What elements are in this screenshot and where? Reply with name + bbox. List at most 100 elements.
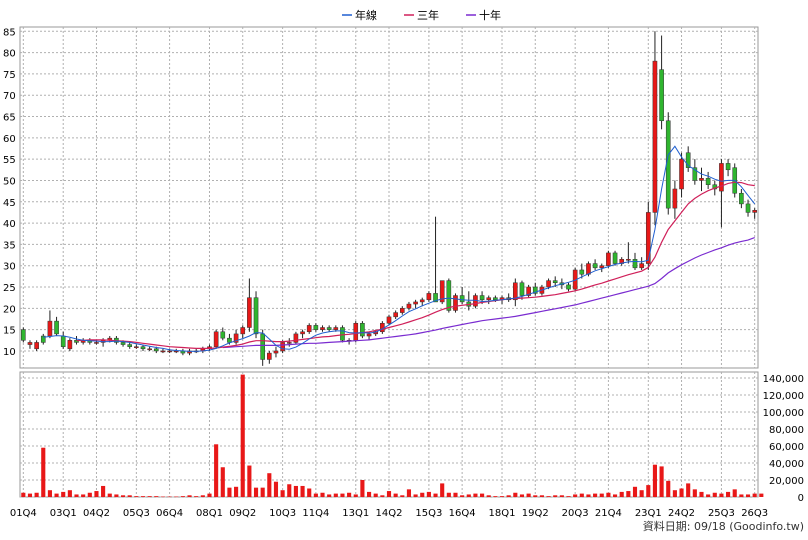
candle-body xyxy=(632,259,638,269)
candle-body xyxy=(253,297,259,335)
volume-bar xyxy=(353,494,358,497)
candle-body xyxy=(652,60,658,213)
volume-bar xyxy=(21,492,26,497)
volume-bar xyxy=(74,494,79,497)
time-tick-label: 11Q4 xyxy=(302,508,329,519)
volume-bar xyxy=(420,492,425,497)
candle-body xyxy=(579,269,585,275)
volume-bar xyxy=(214,444,219,497)
time-tick-label: 03Q1 xyxy=(50,508,77,519)
volume-bar xyxy=(134,496,139,497)
candle-body xyxy=(493,297,498,301)
volume-bar xyxy=(745,494,751,497)
volume-bar xyxy=(446,492,451,497)
time-tick-label: 06Q4 xyxy=(156,508,183,519)
candle-body xyxy=(320,327,325,330)
volume-bar xyxy=(539,495,544,497)
candle-body xyxy=(692,167,698,181)
volume-bar xyxy=(466,494,471,497)
candle-body xyxy=(406,303,412,309)
candle-body xyxy=(306,325,312,333)
volume-bar xyxy=(87,492,92,497)
volume-bar xyxy=(632,486,638,497)
candle-body xyxy=(626,259,631,261)
candle-body xyxy=(659,69,664,122)
candle-body xyxy=(127,344,133,347)
price-tick-label: 55 xyxy=(3,155,16,166)
volume-bar xyxy=(686,483,691,497)
candle-body xyxy=(240,327,246,335)
volume-tick-label: 20,000 xyxy=(769,476,804,487)
candle-body xyxy=(21,329,26,341)
price-tick-label: 20 xyxy=(3,304,16,315)
candle-body xyxy=(725,163,731,171)
candle-body xyxy=(286,342,292,344)
volume-bar xyxy=(586,494,591,497)
candle-body xyxy=(439,280,445,303)
volume-bar xyxy=(167,496,172,498)
candle-body xyxy=(267,352,272,360)
volume-bar xyxy=(639,490,644,497)
price-tick-label: 10 xyxy=(3,347,16,358)
time-tick-label: 26Q3 xyxy=(741,508,768,519)
price-tick-label: 50 xyxy=(3,176,16,187)
volume-bar xyxy=(460,495,465,497)
candle-body xyxy=(459,295,465,303)
price-tick-label: 70 xyxy=(3,91,16,102)
volume-bar xyxy=(559,495,564,497)
time-tick-label: 18Q1 xyxy=(489,508,516,519)
volume-bar xyxy=(739,494,744,497)
candle-body xyxy=(227,337,232,343)
volume-bar xyxy=(101,485,106,497)
volume-bar xyxy=(207,493,212,497)
volume-bar xyxy=(380,495,385,497)
candle-body xyxy=(526,286,531,296)
candle-body xyxy=(426,293,432,301)
price-tick-label: 45 xyxy=(3,198,16,209)
volume-bar xyxy=(293,485,298,497)
candle-body xyxy=(446,280,452,311)
volume-bar xyxy=(107,493,112,497)
candle-body xyxy=(67,340,73,350)
volume-bar xyxy=(247,465,252,497)
volume-bar xyxy=(593,493,598,497)
volume-bar xyxy=(340,493,345,497)
candle-body xyxy=(360,322,365,337)
time-gridlines xyxy=(22,27,756,497)
volume-bar xyxy=(519,494,525,497)
candle-body xyxy=(273,350,279,354)
candle-body xyxy=(366,333,372,337)
volume-bar xyxy=(706,494,711,497)
volume-bar xyxy=(61,491,66,497)
data-source-note: 資料日期: 09/18 (Goodinfo.tw) xyxy=(643,519,804,533)
volume-axis-ticks: 0 20,000 40,000 60,000 80,000 100,000 120,000 1… xyxy=(763,374,804,504)
volume-bar xyxy=(493,496,498,497)
volume-bar xyxy=(473,493,478,497)
candle-body xyxy=(513,282,518,301)
volume-bar xyxy=(160,496,166,498)
candle-body xyxy=(752,210,757,213)
volume-bar xyxy=(386,491,392,497)
candle-body xyxy=(433,293,438,303)
candle-body xyxy=(213,331,219,347)
volume-bar xyxy=(333,493,338,497)
price-tick-label: 65 xyxy=(3,113,16,124)
volume-bar xyxy=(120,495,126,497)
candle-body xyxy=(393,312,398,318)
candle-body xyxy=(419,299,425,303)
candle-body xyxy=(479,295,485,301)
candle-body xyxy=(399,308,405,313)
volume-bar xyxy=(666,480,671,497)
volume-bar xyxy=(307,488,312,497)
volume-bar xyxy=(433,493,438,497)
price-tick-label: 30 xyxy=(3,262,16,273)
volume-bar xyxy=(94,491,99,497)
volume-bar xyxy=(732,489,737,497)
time-tick-label: 08Q1 xyxy=(196,508,223,519)
volume-tick-label: 120,000 xyxy=(763,391,804,402)
candle-body xyxy=(679,158,684,190)
volume-bar xyxy=(187,495,192,497)
volume-bar xyxy=(300,485,305,497)
candle-body xyxy=(40,335,46,343)
candle-body xyxy=(546,280,551,288)
